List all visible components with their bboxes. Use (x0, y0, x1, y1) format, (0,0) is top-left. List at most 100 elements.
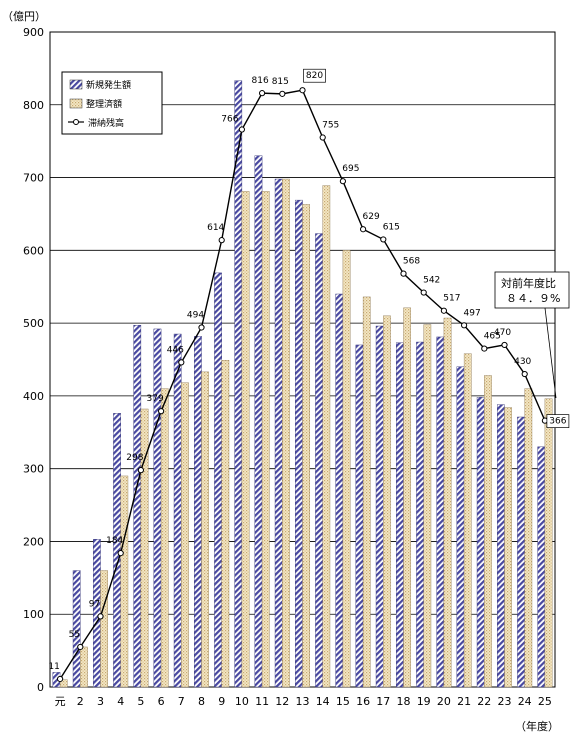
x-tick-label: 6 (158, 695, 165, 708)
data-label: 494 (187, 310, 204, 320)
x-tick-label: 18 (397, 695, 411, 708)
legend-label-settled: 整理済額 (86, 98, 122, 110)
bar-settled-amount (100, 570, 108, 688)
bar-settled-amount (544, 398, 553, 688)
bar-new-amount (476, 397, 485, 688)
line-point (400, 270, 407, 277)
bar-settled-amount (463, 353, 472, 688)
bar-new-amount (456, 366, 465, 688)
line-point (117, 549, 124, 557)
x-tick-label: 17 (376, 695, 390, 708)
bar-new-amount (234, 80, 243, 688)
y-tick-label: 500 (23, 317, 44, 330)
x-tick-label: 25 (538, 695, 552, 708)
data-label: 815 (272, 77, 289, 87)
bar-new-amount (295, 199, 303, 688)
x-tick-label: 4 (117, 695, 124, 708)
bar-new-amount (355, 344, 364, 688)
data-label: 430 (514, 357, 531, 367)
data-label: 568 (403, 257, 420, 267)
bar-settled-amount (261, 191, 270, 688)
bar-new-amount (214, 272, 222, 688)
data-label: 446 (167, 345, 184, 355)
y-tick-label: 0 (37, 681, 44, 694)
line-point (360, 226, 367, 233)
y-tick-label: 700 (23, 172, 44, 185)
data-label: 465 (484, 332, 501, 342)
data-label: 366 (549, 417, 566, 427)
outstanding-line (57, 87, 549, 683)
y-tick-label: 400 (23, 390, 44, 403)
x-tick-label: 12 (275, 695, 289, 708)
x-tick-label: 13 (296, 695, 310, 708)
line-point (218, 237, 225, 244)
line-data-labels: 11 55 97 184 298 379 446 494 614 766 816 815 820 755 6… (48, 68, 570, 672)
x-tick-label: 21 (457, 695, 471, 708)
x-tick-label: 10 (235, 695, 249, 708)
legend-label-outstanding: 滞納残高 (88, 117, 124, 129)
y-tick-label: 800 (23, 99, 44, 112)
bar-settled-amount (181, 382, 189, 688)
data-label: 820 (306, 71, 323, 81)
bar-settled-amount (160, 388, 169, 688)
bar-new-amount (274, 178, 283, 688)
data-label: 615 (383, 222, 400, 232)
data-label: 766 (221, 115, 238, 125)
data-label: 755 (322, 121, 339, 131)
x-tick-label: 9 (218, 695, 225, 708)
x-tick-label: 15 (336, 695, 350, 708)
x-tick-label: 7 (178, 695, 185, 708)
y-tick-label: 300 (23, 463, 44, 476)
yoy-annotation: 対前年度比 ８４．９% (494, 271, 570, 399)
bar-settled-amount (484, 375, 492, 688)
legend-label-new: 新規発生額 (86, 79, 131, 91)
bar-settled-amount (383, 315, 391, 688)
data-label: 298 (126, 453, 143, 463)
bar-new-amount (396, 342, 404, 688)
bar-settled-amount (322, 185, 331, 688)
line-point (420, 289, 427, 296)
bar-new-amount (436, 336, 445, 688)
bar-settled-amount (302, 204, 310, 688)
line-point (319, 134, 326, 141)
y-axis-unit: （億円） (2, 10, 46, 23)
bar-new-amount (194, 336, 202, 688)
data-label: 542 (423, 276, 440, 286)
y-tick-label: 900 (23, 26, 44, 39)
bar-settled-amount (423, 324, 432, 688)
line-point (339, 178, 346, 185)
x-tick-label: 11 (255, 695, 269, 708)
line-point (158, 408, 165, 415)
line-point (97, 613, 104, 620)
x-tick-label: 3 (97, 695, 104, 708)
bar-new-amount (375, 325, 384, 688)
data-label: 470 (494, 328, 511, 338)
bar-settled-amount (241, 191, 250, 688)
data-label: 184 (106, 536, 123, 546)
bar-new-amount (315, 233, 323, 688)
data-label-box (546, 414, 570, 428)
line-point (380, 236, 387, 243)
bar-settled-amount (524, 388, 533, 688)
bar-settled-amount (221, 360, 230, 688)
x-tick-label: 16 (356, 695, 370, 708)
x-tick-label: 20 (437, 695, 451, 708)
data-label: 614 (207, 223, 224, 233)
annotation-box (494, 271, 570, 309)
data-label: 379 (147, 394, 164, 404)
x-tick-label: 8 (198, 695, 205, 708)
y-axis-ticks: 0 100 200 300 400 500 600 700 800 900 (23, 26, 44, 694)
data-label: 517 (443, 294, 460, 304)
data-label: 629 (363, 212, 380, 222)
line-point (440, 307, 447, 314)
x-tick-label: 5 (137, 695, 144, 708)
bar-settled-amount (80, 646, 88, 688)
line-point (299, 87, 306, 94)
line-point (501, 341, 508, 349)
legend: 新規発生額 整理済額 滞納残高 (61, 71, 163, 135)
bar-settled-amount (443, 317, 452, 688)
bar-settled-amount (362, 296, 371, 688)
x-tick-label: 24 (518, 695, 532, 708)
y-tick-label: 600 (23, 244, 44, 257)
bar-new-amount (335, 293, 344, 688)
